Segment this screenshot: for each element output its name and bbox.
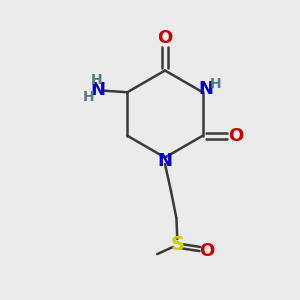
Text: O: O: [199, 242, 214, 260]
Text: N: N: [198, 80, 213, 98]
Text: H: H: [210, 77, 222, 91]
Text: N: N: [158, 152, 172, 169]
Text: H: H: [91, 73, 102, 87]
Text: N: N: [90, 81, 105, 99]
Text: O: O: [228, 127, 243, 145]
Text: O: O: [158, 29, 172, 47]
Text: S: S: [170, 235, 184, 254]
Text: H: H: [83, 90, 95, 104]
